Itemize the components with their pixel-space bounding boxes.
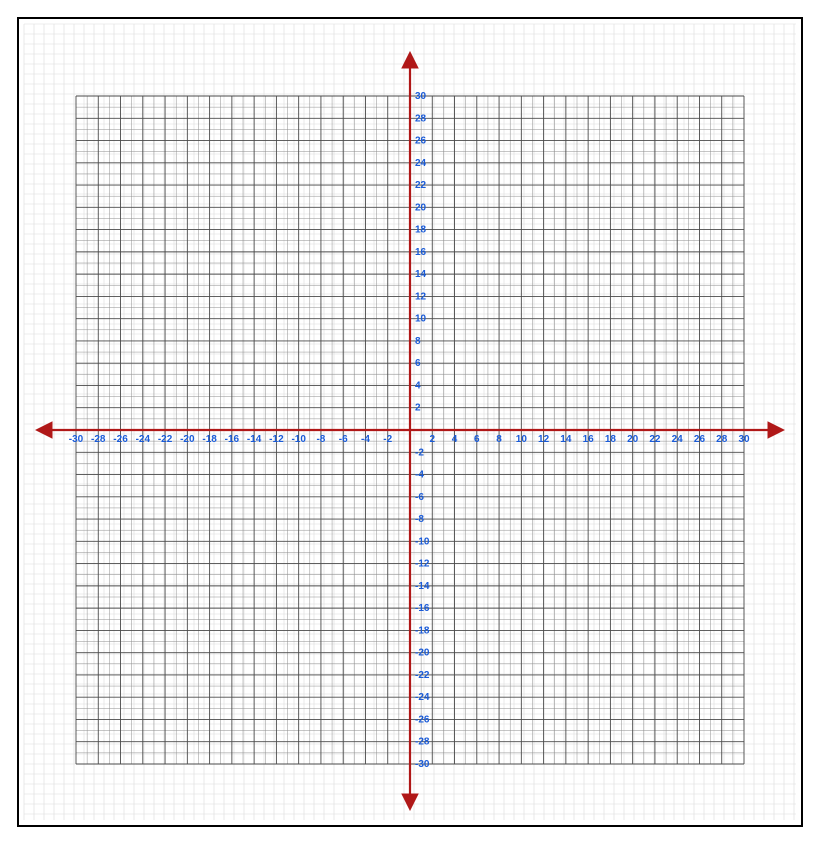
x-tick-label: -28	[91, 434, 106, 445]
y-tick-label: -2	[415, 447, 424, 458]
x-tick-label: -4	[361, 434, 370, 445]
y-tick-label: 18	[415, 225, 427, 236]
y-tick-label: 6	[415, 358, 421, 369]
x-tick-label: 12	[538, 434, 550, 445]
y-tick-label: -8	[415, 514, 424, 525]
y-tick-label: -6	[415, 492, 424, 503]
x-tick-label: 26	[694, 434, 706, 445]
x-tick-label: 6	[474, 434, 480, 445]
y-tick-label: -22	[415, 670, 430, 681]
y-tick-label: -14	[415, 581, 430, 592]
x-tick-label: -24	[136, 434, 151, 445]
x-tick-label: 14	[560, 434, 572, 445]
x-tick-label: -26	[113, 434, 128, 445]
y-tick-label: -12	[415, 559, 430, 570]
y-tick-label: -16	[415, 603, 430, 614]
y-tick-label: -26	[415, 714, 430, 725]
x-tick-label: 10	[516, 434, 528, 445]
x-tick-label: -16	[225, 434, 240, 445]
x-tick-label: 22	[649, 434, 661, 445]
x-tick-label: -12	[269, 434, 284, 445]
y-tick-label: -28	[415, 737, 430, 748]
x-tick-label: 24	[672, 434, 684, 445]
x-tick-label: 16	[583, 434, 595, 445]
y-tick-label: 12	[415, 291, 427, 302]
y-tick-label: -18	[415, 625, 430, 636]
x-tick-label: 2	[429, 434, 435, 445]
x-tick-label: -6	[339, 434, 348, 445]
y-tick-label: -10	[415, 536, 430, 547]
y-tick-label: 24	[415, 158, 427, 169]
x-tick-label: -8	[316, 434, 325, 445]
x-tick-label: -2	[383, 434, 392, 445]
x-tick-label: 8	[496, 434, 502, 445]
coordinate-grid-figure: -30-28-26-24-22-20-18-16-14-12-10-8-6-4-…	[0, 0, 820, 868]
y-tick-label: 8	[415, 336, 421, 347]
y-tick-label: 2	[415, 403, 421, 414]
y-tick-label: 28	[415, 113, 427, 124]
y-tick-label: 26	[415, 136, 427, 147]
x-tick-label: -10	[291, 434, 306, 445]
x-tick-label: -14	[247, 434, 262, 445]
y-tick-label: -20	[415, 648, 430, 659]
x-tick-label: -20	[180, 434, 195, 445]
y-tick-label: 22	[415, 180, 427, 191]
x-tick-label: -22	[158, 434, 173, 445]
x-tick-label: -18	[202, 434, 217, 445]
x-tick-label: 20	[627, 434, 639, 445]
y-tick-label: 4	[415, 380, 421, 391]
x-tick-label: 18	[605, 434, 617, 445]
grid-svg: -30-28-26-24-22-20-18-16-14-12-10-8-6-4-…	[0, 0, 820, 868]
y-tick-label: 10	[415, 314, 427, 325]
y-tick-label: -4	[415, 470, 424, 481]
y-tick-label: -24	[415, 692, 430, 703]
y-tick-label: 16	[415, 247, 427, 258]
y-tick-label: -30	[415, 759, 430, 770]
x-tick-label: 30	[738, 434, 750, 445]
x-tick-label: 28	[716, 434, 728, 445]
y-tick-label: 30	[415, 91, 427, 102]
x-tick-label: -30	[69, 434, 84, 445]
y-tick-label: 14	[415, 269, 427, 280]
y-tick-label: 20	[415, 202, 427, 213]
x-tick-label: 4	[452, 434, 458, 445]
